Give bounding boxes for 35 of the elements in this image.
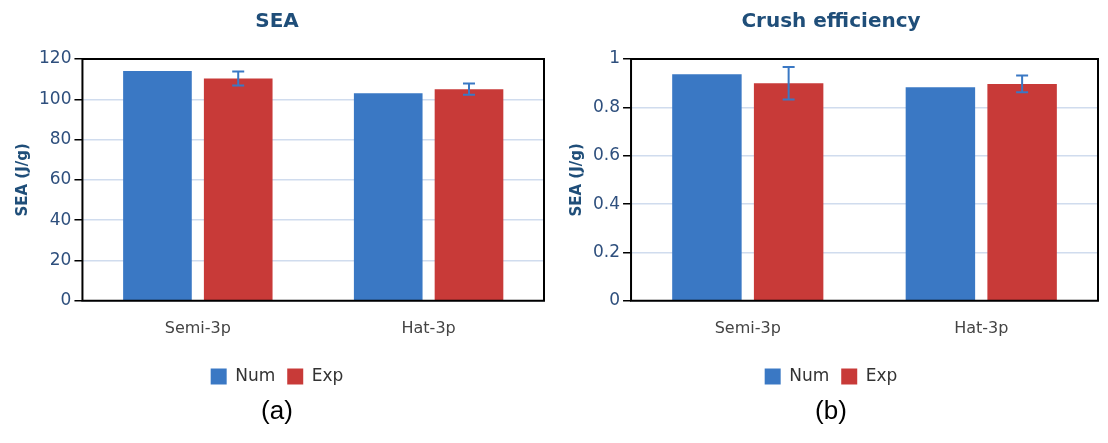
y-tick-label: 1 (609, 47, 621, 68)
y-tick-label: 0.4 (592, 192, 621, 213)
bar (203, 78, 273, 301)
chart-title: Crush efficiency (741, 8, 921, 33)
y-tick-label: 40 (49, 208, 72, 229)
legend-label: Num (789, 364, 830, 385)
bar (987, 83, 1057, 301)
x-tick-label: Semi-3p (164, 317, 231, 337)
bar (672, 74, 742, 301)
y-tick-label: 0 (60, 289, 72, 310)
legend-label: Exp (311, 364, 344, 385)
bar (353, 93, 423, 301)
x-tick-label: Hat-3p (401, 317, 456, 337)
y-tick-label: 0.2 (592, 240, 621, 261)
y-tick-label: 100 (38, 87, 72, 108)
bar (434, 89, 504, 301)
y-tick-label: 0.6 (592, 144, 621, 165)
text: (a) (260, 395, 294, 425)
x-tick-label: Hat-3p (954, 317, 1009, 337)
bar (905, 87, 976, 301)
chart-title: SEA (255, 8, 300, 33)
text: (b) (814, 395, 848, 425)
y-tick-label: 60 (49, 168, 72, 189)
y-tick-label: 120 (38, 47, 72, 68)
y-tick-label: 0 (609, 289, 621, 310)
y-tick-label: 80 (49, 128, 72, 149)
y-tick-label: 0.8 (592, 95, 621, 116)
legend-label: Exp (865, 364, 898, 385)
bar (753, 83, 824, 301)
legend-label: Num (235, 364, 276, 385)
y-tick-label: 20 (49, 248, 72, 269)
bar (123, 71, 192, 301)
y-axis-title: SEA (J/g) (566, 143, 585, 217)
x-tick-label: Semi-3p (714, 317, 781, 337)
y-axis-title: SEA (J/g) (12, 143, 31, 217)
